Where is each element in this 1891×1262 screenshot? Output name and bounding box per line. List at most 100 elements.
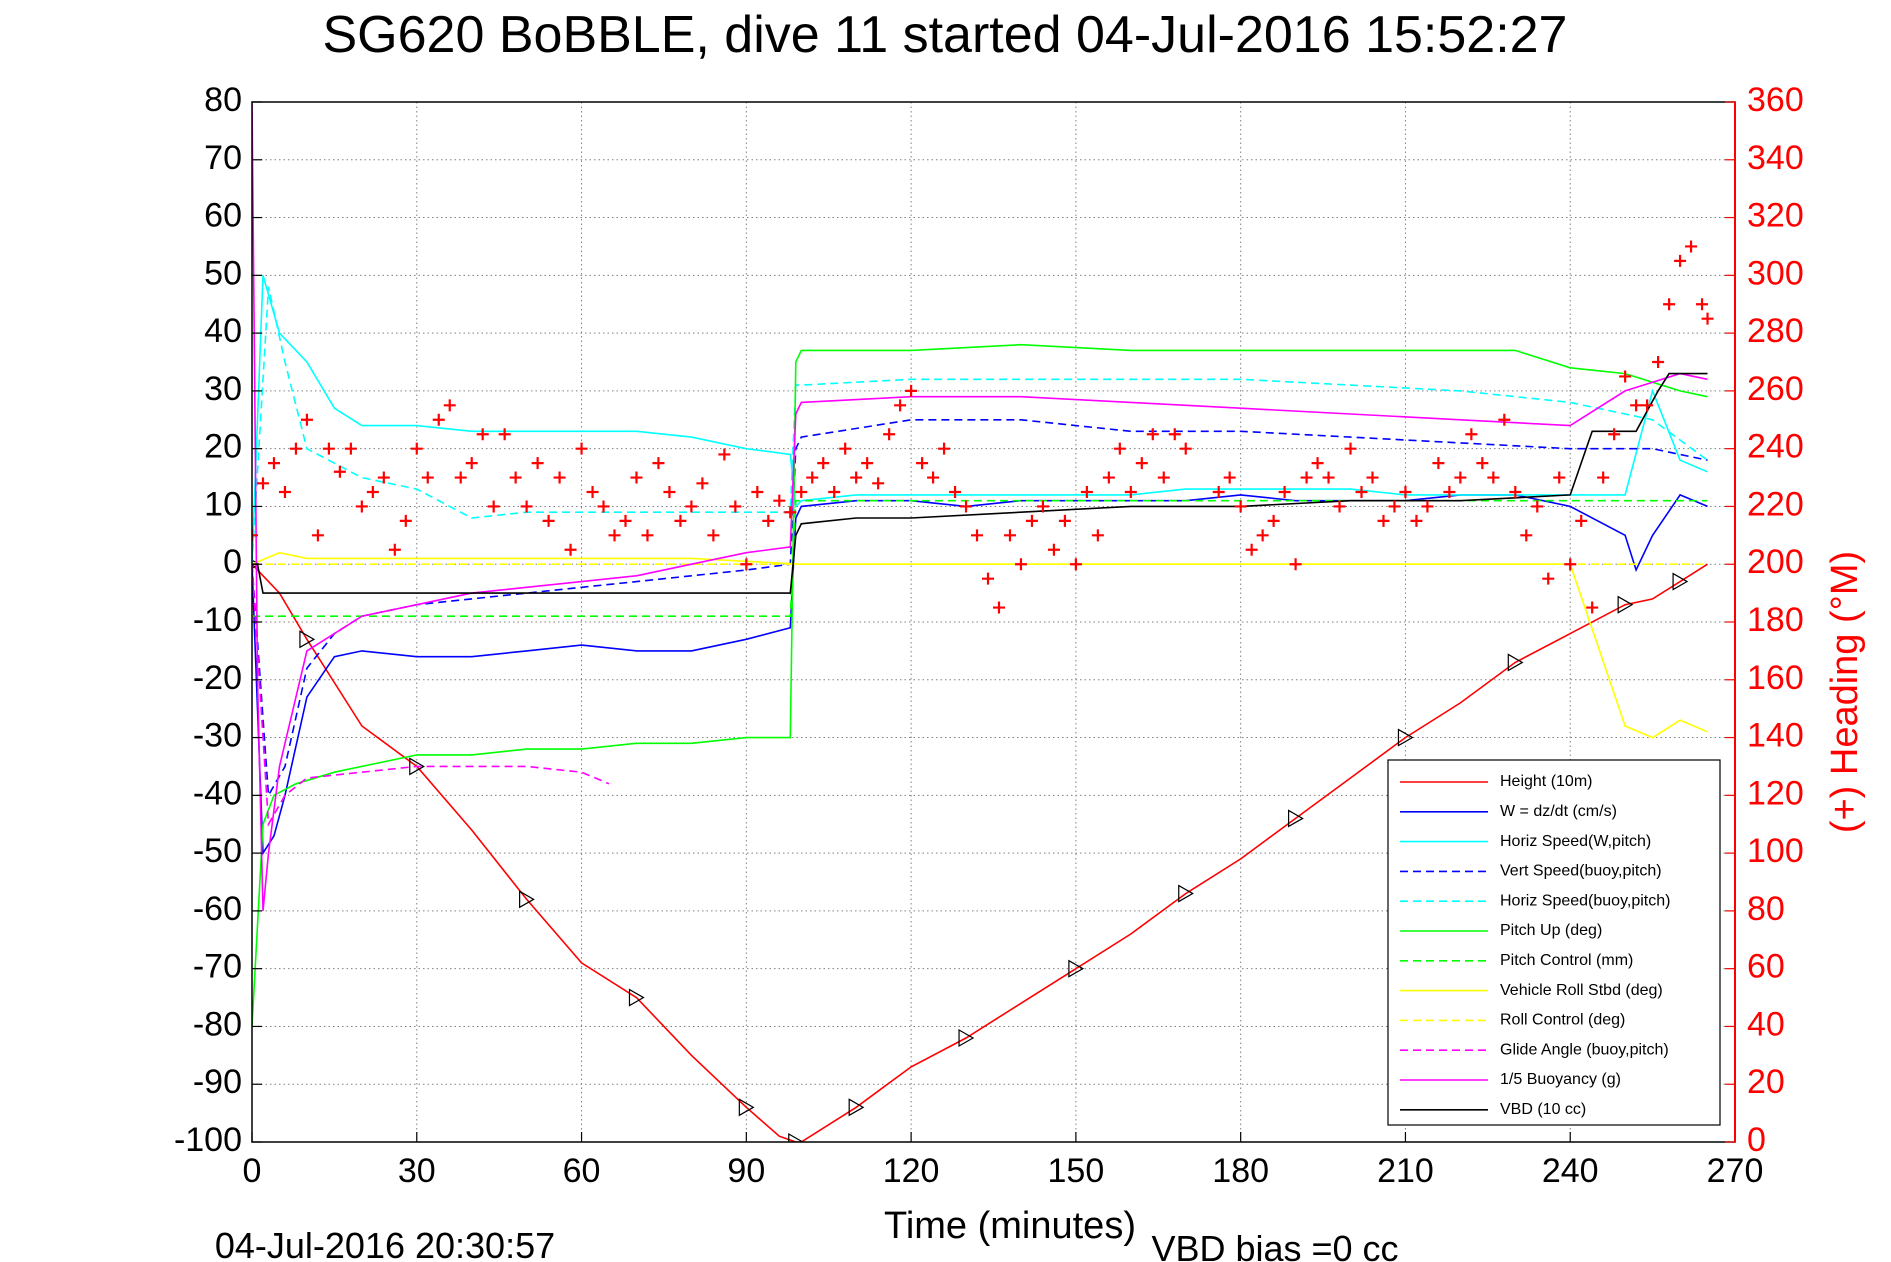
- y-tick-label-right: 60: [1747, 948, 1785, 986]
- series-glide-angle-buoy-pitch: [252, 564, 610, 827]
- heading-marker: [1553, 471, 1566, 484]
- heading-marker: [1102, 471, 1115, 484]
- y-tick-label-right: 220: [1747, 485, 1804, 523]
- x-tick-label: 180: [1212, 1152, 1269, 1190]
- heading-marker: [1685, 240, 1698, 253]
- heading-marker: [1619, 370, 1632, 383]
- heading-marker: [1157, 471, 1170, 484]
- heading-marker: [542, 514, 555, 527]
- legend-label: Pitch Up (deg): [1500, 922, 1602, 939]
- heading-marker: [1025, 514, 1038, 527]
- heading-marker: [520, 500, 533, 513]
- heading-marker: [608, 529, 621, 542]
- heading-marker: [740, 558, 753, 571]
- y-tick-label-left: -30: [193, 717, 242, 755]
- heading-marker: [1509, 486, 1522, 498]
- heading-marker: [1476, 457, 1489, 470]
- heading-marker: [1443, 486, 1456, 498]
- heading-marker: [1036, 500, 1049, 513]
- y-tick-label-right: 20: [1747, 1063, 1785, 1101]
- plot-area: [252, 102, 1714, 1142]
- legend-label: Horiz Speed(buoy,pitch): [1500, 892, 1670, 909]
- y-tick-label-right: 260: [1747, 370, 1804, 408]
- y-tick-label-left: 60: [204, 197, 242, 235]
- heading-marker: [1564, 558, 1577, 571]
- legend-label: W = dz/dt (cm/s): [1500, 803, 1617, 820]
- heading-marker: [762, 514, 775, 527]
- chart-title: SG620 BoBBLE, dive 11 started 04-Jul-201…: [323, 6, 1568, 64]
- heading-marker: [586, 486, 599, 498]
- height-marker: [848, 1098, 865, 1117]
- heading-marker: [883, 428, 896, 441]
- heading-marker: [1498, 413, 1511, 426]
- heading-marker: [1080, 486, 1093, 498]
- axis-ticks: 0 30 60 90 120 150 180 210 240 270 80 70 60 50 40 30 20 1…: [174, 81, 1804, 1190]
- heading-marker: [1399, 486, 1412, 498]
- heading-marker: [795, 486, 808, 498]
- heading-marker: [300, 413, 313, 426]
- legend-label: Roll Control (deg): [1500, 1012, 1625, 1029]
- heading-marker: [1135, 457, 1148, 470]
- heading-marker: [872, 477, 885, 490]
- heading-marker: [322, 442, 335, 455]
- legend-label: Horiz Speed(W,pitch): [1500, 833, 1651, 850]
- heading-marker: [1003, 529, 1016, 542]
- heading-marker: [278, 486, 291, 498]
- heading-marker: [1355, 486, 1368, 498]
- heading-marker: [1091, 529, 1104, 542]
- heading-marker: [1696, 298, 1709, 311]
- x-tick-label: 30: [398, 1152, 436, 1190]
- heading-marker: [575, 442, 588, 455]
- y-tick-label-right: 100: [1747, 832, 1804, 870]
- y-tick-label-left: 20: [204, 428, 242, 466]
- heading-marker: [1454, 471, 1467, 484]
- y-tick-label-right: 40: [1747, 1005, 1785, 1043]
- heading-marker: [992, 601, 1005, 614]
- x-tick-label: 0: [243, 1152, 262, 1190]
- heading-marker: [1333, 500, 1346, 513]
- right-axis-label: (+) Heading (°M): [1824, 551, 1866, 833]
- x-tick-label: 90: [727, 1152, 765, 1190]
- legend: Height (10m) W = dz/dt (cm/s) Horiz Speed(…: [1387, 759, 1721, 1126]
- heading-marker: [564, 543, 577, 556]
- heading-marker: [366, 486, 379, 498]
- x-tick-label: 240: [1542, 1152, 1599, 1190]
- heading-marker: [597, 500, 610, 513]
- heading-marker: [641, 529, 654, 542]
- heading-marker: [1300, 471, 1313, 484]
- height-marker: [1672, 572, 1689, 591]
- y-tick-label-right: 240: [1747, 428, 1804, 466]
- y-tick-label-left: -50: [193, 832, 242, 870]
- vbd-bias-footer: VBD bias =0 cc: [1151, 1228, 1398, 1262]
- y-tick-label-right: 320: [1747, 197, 1804, 235]
- heading-marker: [432, 413, 445, 426]
- y-tick-label-right: 280: [1747, 312, 1804, 350]
- y-tick-label-left: 0: [223, 543, 242, 581]
- heading-marker: [1168, 428, 1181, 441]
- heading-marker: [454, 471, 467, 484]
- heading-marker: [487, 500, 500, 513]
- heading-marker: [839, 442, 852, 455]
- heading-marker: [1058, 514, 1071, 527]
- y-tick-label-left: -100: [174, 1121, 242, 1159]
- heading-marker: [652, 457, 665, 470]
- heading-marker: [663, 486, 676, 498]
- heading-marker: [1432, 457, 1445, 470]
- heading-marker: [916, 457, 929, 470]
- series-height-10m: [252, 563, 1708, 1142]
- x-tick-label: 270: [1707, 1152, 1764, 1190]
- y-tick-label-left: -60: [193, 890, 242, 928]
- heading-marker: [938, 442, 951, 455]
- height-marker: [409, 757, 425, 776]
- heading-marker: [905, 384, 918, 397]
- heading-marker: [553, 471, 566, 484]
- heading-marker: [696, 477, 709, 490]
- heading-marker: [1597, 471, 1610, 484]
- heading-marker: [685, 500, 698, 513]
- heading-marker: [1113, 442, 1126, 455]
- heading-marker: [531, 457, 544, 470]
- heading-marker: [1542, 572, 1555, 585]
- y-tick-label-left: 70: [204, 139, 242, 177]
- x-tick-label: 120: [883, 1152, 940, 1190]
